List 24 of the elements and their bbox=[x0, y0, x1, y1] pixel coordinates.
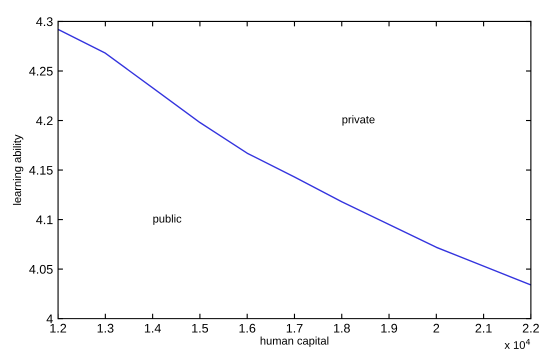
x-tick-label: 1.5 bbox=[192, 324, 208, 333]
x-tick-label: 1.8 bbox=[334, 324, 350, 333]
x-tick-label: 1.7 bbox=[286, 324, 303, 333]
annotation: private bbox=[342, 115, 375, 126]
y-tick-label: 4.3 bbox=[36, 17, 53, 26]
y-tick-label: 4.1 bbox=[36, 216, 53, 224]
text: x 10$^{4}$ bbox=[504, 338, 530, 349]
x-axis-title: human capital bbox=[260, 336, 328, 347]
y-tick-label: 4.2 bbox=[36, 116, 53, 126]
x-tick-label: 2.2 bbox=[522, 324, 539, 333]
annotation: public bbox=[153, 214, 182, 225]
y-tick-label: 4.05 bbox=[29, 264, 53, 274]
x-tick-label: 1.2 bbox=[50, 324, 66, 333]
x-tick-label: 1.6 bbox=[239, 324, 256, 333]
y-tick-label: 4.25 bbox=[29, 66, 53, 76]
x-tick-label: 1.4 bbox=[144, 324, 161, 333]
x-tick-label: 1.9 bbox=[381, 324, 398, 333]
x-tick-label: 2 bbox=[433, 324, 440, 333]
y-tick-label: 4 bbox=[46, 314, 53, 324]
line-series bbox=[58, 28, 531, 286]
x-tick-label: 1.3 bbox=[98, 324, 114, 333]
y-axis-title: learning ability bbox=[12, 134, 24, 205]
x-tick-label: 2.1 bbox=[476, 324, 492, 333]
y-tick-label: 4.15 bbox=[29, 166, 53, 175]
